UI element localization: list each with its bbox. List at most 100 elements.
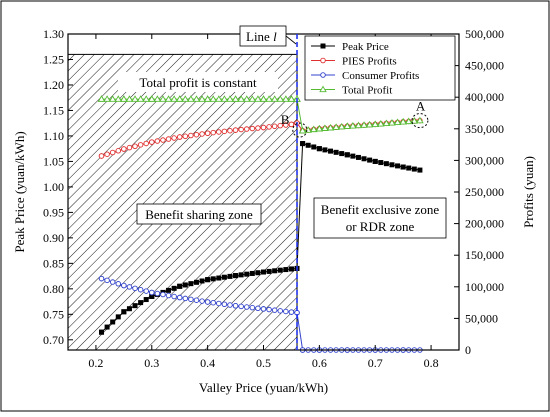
data-point — [305, 142, 311, 148]
data-point — [221, 301, 228, 307]
y-left-tick-label: 0.80 — [43, 282, 64, 296]
data-point — [255, 305, 261, 312]
legend-item: Consumer Profits — [311, 70, 419, 82]
y-right-tick-label: 400,000 — [465, 90, 504, 104]
legend-marker — [320, 72, 326, 78]
data-point — [132, 143, 138, 149]
x-tick-label: 0.7 — [368, 356, 383, 370]
annotation-box-sharing — [136, 203, 262, 225]
data-point — [98, 153, 105, 159]
x-tick-label: 0.4 — [200, 356, 215, 370]
data-point — [266, 268, 272, 274]
data-point — [188, 132, 194, 139]
y-left-tick-label: 1.05 — [43, 154, 64, 168]
data-point — [337, 122, 346, 130]
data-point — [216, 129, 222, 135]
data-point — [255, 270, 261, 276]
data-point — [283, 267, 289, 273]
data-point — [242, 95, 251, 102]
x-tick-label: 0.2 — [88, 356, 103, 370]
annotation-exclusive-1: Benefit exclusive zone — [321, 202, 440, 217]
data-point — [349, 121, 357, 129]
data-point — [182, 295, 189, 302]
x-tick-label: 0.6 — [312, 356, 327, 370]
data-point — [104, 277, 110, 284]
data-point — [283, 122, 289, 128]
data-point — [333, 149, 339, 155]
data-point — [198, 95, 206, 102]
x-tick-label: 0.5 — [256, 356, 271, 370]
data-point — [221, 128, 228, 135]
point-b-circle — [292, 122, 308, 138]
data-point — [177, 283, 183, 289]
y-right-axis-title: Profits (yuan) — [521, 156, 536, 228]
data-point — [125, 95, 134, 102]
data-point — [166, 287, 172, 293]
data-point — [283, 308, 289, 315]
data-point — [182, 282, 188, 288]
data-point — [300, 141, 306, 147]
data-point — [244, 271, 250, 277]
data-point — [199, 278, 205, 284]
line-label-pointer — [285, 35, 297, 45]
data-point — [138, 300, 144, 306]
y-right-tick-label: 250,000 — [465, 185, 504, 199]
data-point — [110, 319, 116, 325]
data-point — [316, 146, 322, 152]
data-point — [243, 126, 250, 132]
x-tick-label: 0.3 — [144, 356, 159, 370]
data-point — [416, 116, 424, 124]
legend-label: Consumer Profits — [342, 70, 419, 82]
data-point — [115, 148, 122, 154]
data-point — [332, 123, 340, 130]
data-point — [226, 95, 234, 102]
data-point — [255, 125, 261, 131]
annotation-constant: Total profit is constant — [139, 75, 257, 90]
y-left-tick-label: 1.20 — [43, 78, 64, 92]
data-point — [393, 118, 402, 126]
y-left-tick-label: 1.00 — [43, 180, 64, 194]
data-point — [221, 274, 227, 280]
point-a-circle — [411, 113, 429, 129]
data-point — [227, 302, 233, 308]
data-point — [383, 161, 389, 167]
data-point — [254, 95, 262, 102]
data-point — [266, 124, 272, 130]
y-right-tick-label: 200,000 — [465, 217, 504, 231]
data-point — [149, 293, 155, 299]
data-point — [277, 122, 284, 129]
data-point — [343, 122, 352, 129]
data-point — [154, 138, 161, 144]
data-point — [377, 119, 385, 127]
data-point — [204, 130, 211, 136]
data-point — [248, 95, 257, 102]
data-point — [109, 149, 116, 156]
data-point — [142, 95, 150, 102]
data-point — [354, 121, 363, 129]
data-point — [209, 95, 218, 102]
annotation-box-exclusive — [313, 197, 447, 239]
data-point — [143, 288, 149, 294]
y-left-tick-label: 1.15 — [43, 103, 64, 117]
data-point — [270, 95, 279, 102]
data-point — [266, 306, 272, 313]
data-point — [367, 157, 373, 163]
legend-marker — [320, 43, 326, 49]
data-point — [115, 314, 121, 320]
data-point — [265, 95, 273, 102]
data-point — [98, 275, 105, 282]
y-left-tick-label: 1.25 — [43, 52, 64, 66]
data-point — [126, 284, 133, 290]
data-point — [103, 95, 111, 102]
legend-label: PIES Profits — [342, 56, 397, 68]
y-left-axis-title: Peak Price (yuan/kWh) — [12, 131, 27, 252]
data-point — [171, 135, 177, 141]
data-point — [410, 117, 419, 124]
data-point — [315, 124, 324, 132]
data-point — [287, 95, 296, 102]
data-point — [171, 285, 177, 291]
data-point — [160, 291, 166, 298]
data-point — [249, 270, 255, 276]
data-point — [232, 303, 239, 309]
